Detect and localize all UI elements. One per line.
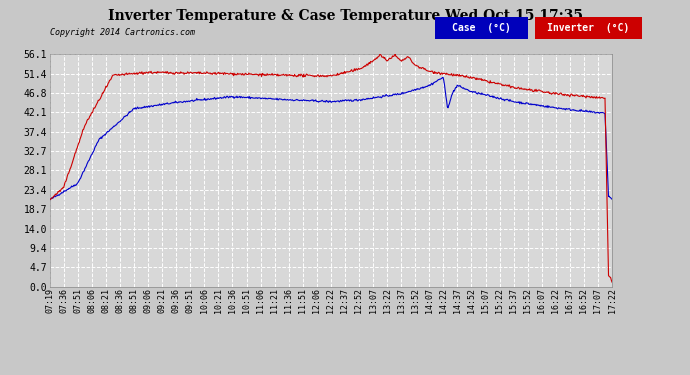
Text: Inverter Temperature & Case Temperature Wed Oct 15 17:35: Inverter Temperature & Case Temperature … bbox=[108, 9, 582, 23]
Text: Copyright 2014 Cartronics.com: Copyright 2014 Cartronics.com bbox=[50, 28, 195, 37]
Text: Case  (°C): Case (°C) bbox=[452, 23, 511, 33]
Text: Inverter  (°C): Inverter (°C) bbox=[547, 23, 629, 33]
